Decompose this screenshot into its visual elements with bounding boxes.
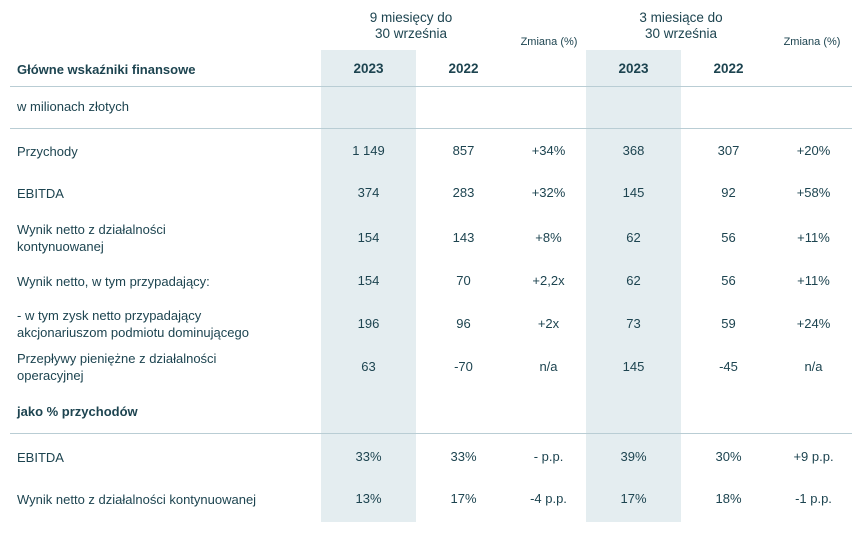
row-label: Wynik netto z działalności kontynuowanej <box>17 221 166 255</box>
table-cell: 17% <box>450 491 477 506</box>
row-label: Przepływy pieniężne z działalności operac… <box>17 350 216 384</box>
table-cell: 17% <box>620 491 647 506</box>
table-cell: -45 <box>719 359 738 374</box>
group-header-3m: 3 miesiące do 30 września <box>611 10 751 42</box>
table-cell: +32% <box>531 185 566 200</box>
row-label-line: Wynik netto, w tym przypadający: <box>17 273 210 289</box>
table-cell: 59 <box>721 316 736 331</box>
table-cell: 92 <box>721 185 736 200</box>
table-cell: +11% <box>797 230 830 245</box>
row-label: Przychody <box>17 143 78 160</box>
group-header-9m-line2: 30 września <box>374 26 448 41</box>
table-cell: 13% <box>355 491 382 506</box>
change-header-9m: Zmiana (%) <box>520 36 578 48</box>
table-cell: +20% <box>796 143 831 158</box>
table-cell: n/a <box>804 359 823 374</box>
table-cell: -70 <box>454 359 473 374</box>
row-label-line: kontynuowanej <box>17 239 104 254</box>
table-cell: 143 <box>452 230 475 245</box>
row-label-line: EBITDA <box>17 185 64 201</box>
table-cell: 307 <box>717 143 740 158</box>
group-header-9m: 9 miesięcy do 30 września <box>341 10 481 42</box>
table-cell: 30% <box>715 449 742 464</box>
year-header: 2022 <box>713 61 744 76</box>
table-title: Główne wskaźniki finansowe <box>17 62 196 77</box>
unit-label: w milionach złotych <box>17 99 129 114</box>
row-label-line: Przepływy pieniężne z działalności <box>17 351 217 366</box>
table-cell: n/a <box>539 359 558 374</box>
table-cell: -1 p.p. <box>795 491 832 506</box>
year-header: 2022 <box>448 61 479 76</box>
row-label-line: operacyjnej <box>17 368 84 383</box>
row-label-line: - w tym zysk netto przypadający <box>17 308 202 323</box>
table-cell: 56 <box>721 273 736 288</box>
year-header: 2023 <box>353 61 384 76</box>
table-cell: 56 <box>721 230 736 245</box>
table-cell: 63 <box>361 359 376 374</box>
table-cell: +24% <box>796 316 831 331</box>
table-cell: 857 <box>452 143 475 158</box>
divider <box>10 86 852 87</box>
row-label-line: Wynik netto z działalności <box>17 222 166 237</box>
table-cell: 283 <box>452 185 475 200</box>
table-cell: 96 <box>456 316 471 331</box>
table-cell: 39% <box>620 449 647 464</box>
row-label: Wynik netto, w tym przypadający: <box>17 273 210 290</box>
section-title: jako % przychodów <box>17 404 138 419</box>
table-cell: 1 149 <box>352 143 385 158</box>
table-cell: +2x <box>537 316 560 331</box>
row-label: EBITDA <box>17 450 64 465</box>
row-label-line: akcjonariuszom podmiotu dominującego <box>17 325 249 340</box>
table-cell: 73 <box>626 316 641 331</box>
table-cell: 18% <box>715 491 742 506</box>
divider <box>10 128 852 129</box>
table-cell: 145 <box>622 359 645 374</box>
row-label: Wynik netto z działalności kontynuowanej <box>17 492 257 507</box>
table-cell: 374 <box>357 185 380 200</box>
table-cell: 33% <box>450 449 477 464</box>
change-header-3m: Zmiana (%) <box>783 36 841 48</box>
table-cell: 62 <box>626 273 641 288</box>
table-cell: +9 p.p. <box>793 449 834 464</box>
table-cell: -4 p.p. <box>530 491 567 506</box>
table-cell: 70 <box>456 273 471 288</box>
table-cell: +58% <box>796 185 831 200</box>
row-label: - w tym zysk netto przypadający akcjonari… <box>17 307 249 341</box>
table-cell: 145 <box>622 185 645 200</box>
table-cell: 154 <box>357 230 380 245</box>
table-cell: +11% <box>797 273 830 288</box>
row-label: EBITDA <box>17 185 64 202</box>
table-cell: 154 <box>357 273 380 288</box>
table-cell: +8% <box>535 230 562 245</box>
table-cell: 368 <box>622 143 645 158</box>
table-cell: 62 <box>626 230 641 245</box>
table-cell: 196 <box>357 316 380 331</box>
divider <box>10 433 852 434</box>
group-header-9m-line1: 9 miesięcy do <box>369 10 453 25</box>
table-cell: +34% <box>531 143 566 158</box>
table-cell: +2,2x <box>532 273 565 288</box>
group-header-3m-line1: 3 miesiące do <box>639 10 723 25</box>
year-header: 2023 <box>618 61 649 76</box>
group-header-3m-line2: 30 września <box>644 26 718 41</box>
table-cell: - p.p. <box>533 449 564 464</box>
row-label-line: Przychody <box>17 143 78 159</box>
table-cell: 33% <box>355 449 382 464</box>
